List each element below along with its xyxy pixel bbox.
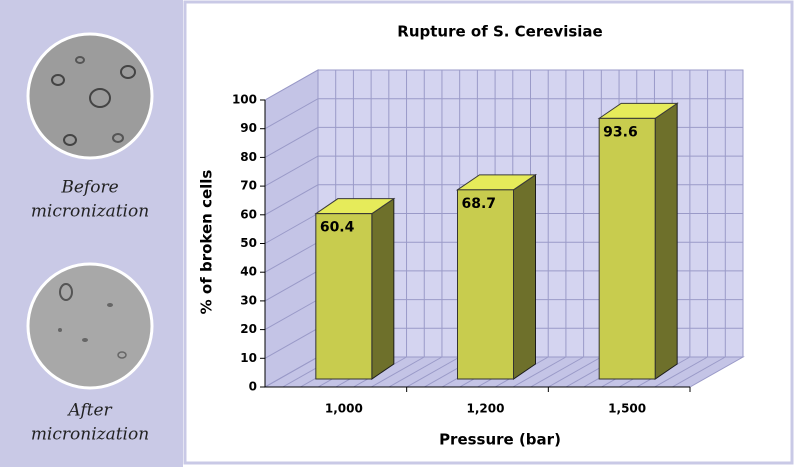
photo-before	[28, 34, 152, 158]
x-tick-label: 1,000	[325, 402, 363, 416]
y-tick-label: 50	[240, 236, 257, 250]
y-tick-label: 100	[232, 93, 257, 107]
caption: micronization	[31, 202, 149, 222]
caption: Before	[60, 178, 118, 198]
caption: micronization	[31, 425, 149, 445]
y-tick-label: 60	[240, 207, 257, 221]
y-tick-label: 70	[240, 179, 257, 193]
x-tick-label: 1,500	[608, 402, 646, 416]
y-axis-title: % of broken cells	[198, 170, 216, 315]
caption: After	[66, 401, 112, 421]
y-tick-label: 10	[240, 351, 257, 365]
bar-front	[599, 118, 655, 379]
bar: 60.4	[316, 199, 394, 379]
x-tick-label: 1,200	[467, 402, 505, 416]
bar: 68.7	[458, 175, 536, 379]
y-tick-label: 20	[240, 322, 257, 336]
value-label: 68.7	[462, 196, 497, 212]
photo-after	[28, 264, 152, 388]
y-tick-label: 80	[240, 150, 257, 164]
value-label: 93.6	[603, 124, 638, 140]
bar-side	[372, 199, 394, 379]
y-tick-label: 90	[240, 121, 257, 135]
x-axis-title: Pressure (bar)	[439, 431, 561, 449]
y-tick-label: 0	[249, 380, 257, 394]
bar: 93.6	[599, 103, 677, 379]
value-label: 60.4	[320, 220, 355, 236]
y-tick-label: 40	[240, 265, 257, 279]
bar-side	[514, 175, 536, 379]
bar-side	[655, 103, 677, 379]
figure: Before micronization After micronization…	[0, 0, 796, 467]
bar-front	[316, 214, 372, 379]
y-tick-label: 30	[240, 293, 257, 307]
chart-title: Rupture of S. Cerevisiae	[397, 23, 602, 41]
bar-front	[458, 190, 514, 379]
